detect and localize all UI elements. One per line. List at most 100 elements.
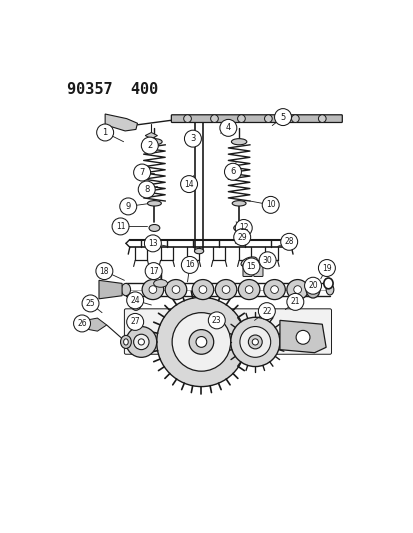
Circle shape bbox=[172, 313, 230, 371]
Text: 29: 29 bbox=[237, 233, 247, 241]
Ellipse shape bbox=[130, 296, 141, 310]
Ellipse shape bbox=[120, 335, 131, 349]
Text: 2: 2 bbox=[147, 141, 152, 150]
Text: 11: 11 bbox=[116, 222, 125, 231]
Ellipse shape bbox=[238, 280, 259, 300]
Ellipse shape bbox=[149, 224, 159, 231]
Circle shape bbox=[141, 137, 158, 154]
Circle shape bbox=[144, 235, 161, 252]
Circle shape bbox=[237, 115, 244, 123]
Circle shape bbox=[252, 339, 258, 345]
Text: 28: 28 bbox=[284, 237, 293, 246]
Text: 13: 13 bbox=[148, 239, 157, 248]
Circle shape bbox=[172, 286, 179, 294]
Text: 24: 24 bbox=[130, 296, 140, 305]
Ellipse shape bbox=[194, 248, 203, 254]
Circle shape bbox=[318, 115, 325, 123]
Circle shape bbox=[261, 196, 278, 213]
Circle shape bbox=[74, 315, 90, 332]
Circle shape bbox=[230, 317, 279, 367]
Circle shape bbox=[112, 218, 129, 235]
Circle shape bbox=[181, 256, 198, 273]
Polygon shape bbox=[279, 320, 325, 353]
Ellipse shape bbox=[192, 280, 213, 300]
Circle shape bbox=[235, 220, 252, 237]
Circle shape bbox=[233, 229, 250, 246]
FancyBboxPatch shape bbox=[124, 309, 331, 354]
Circle shape bbox=[239, 327, 270, 357]
Circle shape bbox=[224, 163, 241, 180]
FancyBboxPatch shape bbox=[171, 115, 342, 123]
Text: 26: 26 bbox=[77, 319, 87, 328]
Circle shape bbox=[149, 286, 157, 294]
Circle shape bbox=[97, 124, 113, 141]
Ellipse shape bbox=[240, 257, 256, 267]
Text: 10: 10 bbox=[265, 200, 275, 209]
Circle shape bbox=[258, 303, 275, 320]
Polygon shape bbox=[99, 280, 122, 299]
Circle shape bbox=[184, 130, 201, 147]
Text: 8: 8 bbox=[144, 185, 149, 194]
Circle shape bbox=[157, 297, 245, 386]
FancyBboxPatch shape bbox=[242, 264, 252, 277]
Ellipse shape bbox=[147, 200, 161, 206]
Circle shape bbox=[126, 292, 143, 309]
Text: 19: 19 bbox=[321, 263, 331, 272]
Text: 14: 14 bbox=[184, 180, 193, 189]
Circle shape bbox=[222, 286, 229, 294]
Circle shape bbox=[304, 277, 321, 294]
Ellipse shape bbox=[133, 301, 138, 306]
Circle shape bbox=[119, 198, 136, 215]
Circle shape bbox=[242, 258, 259, 275]
Ellipse shape bbox=[323, 278, 332, 289]
Text: 4: 4 bbox=[225, 123, 230, 132]
Circle shape bbox=[195, 336, 206, 348]
Text: 16: 16 bbox=[185, 261, 194, 269]
Text: 22: 22 bbox=[261, 306, 271, 316]
Circle shape bbox=[133, 164, 150, 181]
Circle shape bbox=[180, 175, 197, 192]
Ellipse shape bbox=[123, 339, 128, 345]
Circle shape bbox=[270, 286, 278, 294]
Ellipse shape bbox=[286, 280, 308, 300]
Text: 15: 15 bbox=[246, 262, 256, 271]
Text: 1: 1 bbox=[102, 128, 107, 137]
Ellipse shape bbox=[231, 139, 246, 145]
Text: 20: 20 bbox=[308, 281, 317, 290]
Text: 18: 18 bbox=[100, 266, 109, 276]
Circle shape bbox=[291, 115, 299, 123]
Circle shape bbox=[133, 334, 149, 350]
Ellipse shape bbox=[142, 280, 163, 300]
Circle shape bbox=[286, 294, 303, 310]
Circle shape bbox=[274, 109, 291, 126]
Text: 5: 5 bbox=[280, 112, 285, 122]
Text: 27: 27 bbox=[130, 318, 140, 326]
Ellipse shape bbox=[146, 139, 162, 145]
Polygon shape bbox=[105, 114, 137, 131]
Circle shape bbox=[96, 263, 113, 280]
Circle shape bbox=[264, 115, 272, 123]
Text: 12: 12 bbox=[238, 223, 248, 232]
Circle shape bbox=[244, 286, 252, 294]
Circle shape bbox=[280, 233, 297, 251]
Text: 25: 25 bbox=[85, 299, 95, 308]
Circle shape bbox=[82, 295, 99, 312]
Ellipse shape bbox=[121, 284, 130, 296]
Text: 90357  400: 90357 400 bbox=[66, 82, 157, 96]
Ellipse shape bbox=[263, 280, 285, 300]
Ellipse shape bbox=[305, 281, 319, 298]
Text: 3: 3 bbox=[190, 134, 195, 143]
Polygon shape bbox=[85, 318, 107, 331]
Ellipse shape bbox=[325, 284, 333, 295]
Circle shape bbox=[199, 286, 206, 294]
Circle shape bbox=[126, 313, 143, 330]
FancyBboxPatch shape bbox=[253, 264, 262, 277]
Circle shape bbox=[318, 260, 335, 277]
Ellipse shape bbox=[256, 257, 272, 267]
Text: 23: 23 bbox=[211, 316, 221, 325]
Circle shape bbox=[208, 312, 225, 329]
Text: 21: 21 bbox=[290, 297, 299, 306]
Circle shape bbox=[293, 286, 301, 294]
Circle shape bbox=[219, 119, 236, 136]
Circle shape bbox=[138, 181, 155, 198]
